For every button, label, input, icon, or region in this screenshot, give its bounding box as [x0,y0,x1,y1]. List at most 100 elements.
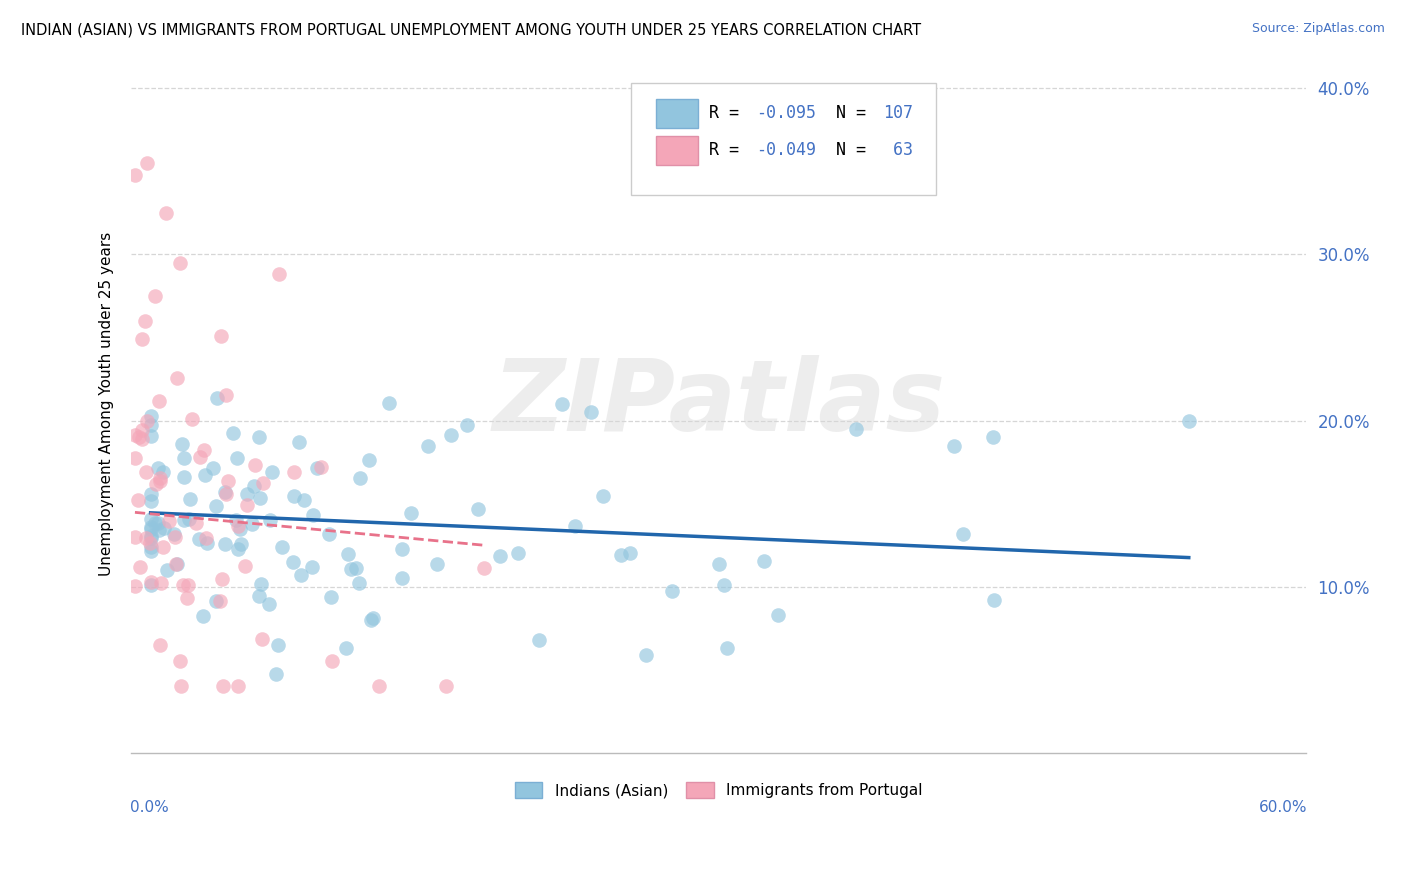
Point [139,528,162,542]
Point [139,429,162,443]
Point [211,329,233,343]
Point [766,608,789,623]
Text: INDIAN (ASIAN) VS IMMIGRANTS FROM PORTUGAL UNEMPLOYMENT AMONG YOUTH UNDER 25 YEA: INDIAN (ASIAN) VS IMMIGRANTS FROM PORTUG… [21,22,921,37]
Point [226,680,249,694]
Point [307,461,329,475]
Point [195,535,218,549]
Y-axis label: Unemployment Among Youth under 25 years: Unemployment Among Youth under 25 years [100,232,114,576]
Point [983,593,1005,607]
Point [165,557,187,571]
Point [139,574,162,589]
Point [215,487,238,501]
Point [139,544,162,558]
Point [267,639,290,653]
Point [152,466,174,480]
Point [139,540,162,554]
Point [139,578,162,592]
Point [707,558,730,572]
Point [318,527,340,541]
Point [202,461,225,475]
Point [942,438,965,452]
Point [349,576,371,591]
Point [166,558,188,572]
Point [360,613,382,627]
Point [377,396,399,410]
Point [169,256,191,270]
Point [155,206,177,220]
Point [240,517,263,532]
Point [163,527,186,541]
Point [131,333,153,347]
Bar [657,99,697,128]
Point [172,437,194,451]
Text: N =: N = [837,141,876,159]
Point [148,524,170,538]
Text: R =: R = [709,141,749,159]
Point [252,476,274,491]
Point [527,633,550,648]
Point [434,680,457,694]
Point [340,562,363,576]
Point [124,579,146,593]
Point [205,391,228,405]
Point [173,470,195,484]
Point [229,522,252,536]
Point [176,591,198,605]
Point [139,494,162,508]
Point [205,500,228,514]
Point [143,289,166,303]
Point [262,466,284,480]
Point [135,156,157,170]
Point [349,471,371,485]
Point [173,450,195,465]
Point [250,577,273,591]
Point [179,512,201,526]
Point [472,561,495,575]
Point [135,531,157,545]
Point [321,654,343,668]
Point [149,638,172,652]
Point [194,468,217,483]
Point [368,680,391,694]
Text: ZIPatlas: ZIPatlas [492,356,945,452]
Point [139,409,162,424]
Text: 60.0%: 60.0% [1258,800,1308,815]
Point [214,484,236,499]
Point [301,508,323,522]
Point [135,466,157,480]
Text: N =: N = [837,104,876,122]
Point [184,516,207,530]
Text: R =: R = [709,104,749,122]
Point [156,563,179,577]
Point [163,530,186,544]
Point [170,680,193,694]
Text: 107: 107 [883,104,914,122]
Point [166,370,188,384]
Point [456,418,478,433]
Point [152,540,174,554]
Point [131,423,153,437]
Point [290,567,312,582]
Point [283,465,305,479]
Point [440,427,463,442]
Point [128,430,150,444]
Point [1177,414,1199,428]
Point [148,461,170,475]
Point [157,514,180,528]
Point [217,474,239,488]
Point [180,411,202,425]
Point [264,666,287,681]
Point [235,558,257,573]
Point [335,641,357,656]
Point [187,532,209,546]
Bar [657,136,697,165]
Point [215,388,238,402]
Point [399,506,422,520]
Point [309,460,332,475]
Point [226,519,249,533]
Point [149,475,172,489]
Point [124,168,146,182]
Point [226,451,249,466]
Point [139,512,162,526]
Point [467,502,489,516]
